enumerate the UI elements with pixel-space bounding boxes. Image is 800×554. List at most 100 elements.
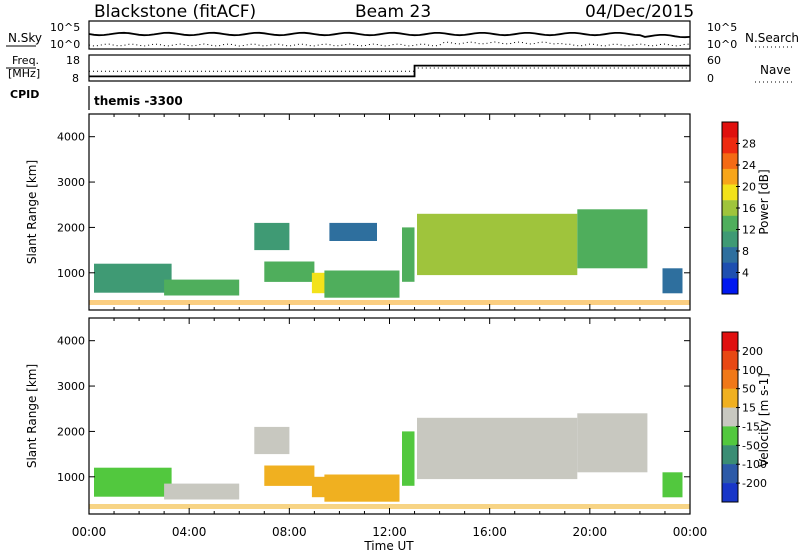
velocity-region bbox=[577, 413, 648, 473]
velocity-colorbar-swatch bbox=[722, 407, 738, 427]
velocity-colorbar-swatch bbox=[722, 350, 738, 371]
power-colorbar-tick-label: 28 bbox=[742, 138, 756, 151]
velocity-colorbar-tick-label: 200 bbox=[742, 345, 763, 358]
velocity-colorbar-label: Velocity [m s-1] bbox=[757, 373, 771, 467]
power-colorbar-swatch bbox=[722, 137, 738, 154]
power-colorbar-swatch bbox=[722, 153, 738, 170]
power-colorbar-swatch bbox=[722, 122, 738, 138]
velocity-ytick-label: 1000 bbox=[57, 471, 85, 484]
velocity-ytick-label: 4000 bbox=[57, 335, 85, 348]
power-colorbar-tick-label: 20 bbox=[742, 181, 756, 194]
freq-tick-top: 18 bbox=[66, 54, 80, 67]
velocity-marks bbox=[89, 413, 690, 509]
nave-label: Nave bbox=[760, 63, 791, 77]
time-axis-label: Time UT bbox=[363, 539, 414, 553]
velocity-colorbar-tick-label: 15 bbox=[742, 402, 756, 415]
velocity-colorbar-tick-label: -15 bbox=[742, 420, 760, 433]
power-axes: 1000 2000 3000 4000 bbox=[57, 114, 691, 310]
velocity-region bbox=[324, 474, 400, 502]
time-tick-label: 00:00 bbox=[72, 525, 107, 539]
nsky-tick-top: 10^5 bbox=[50, 21, 80, 34]
velocity-ylabel: Slant Range [km] bbox=[25, 364, 39, 468]
nave-line bbox=[89, 67, 690, 72]
velocity-colorbar-swatch bbox=[722, 464, 738, 484]
velocity-colorbar-swatch bbox=[722, 369, 738, 389]
power-region bbox=[164, 279, 240, 296]
time-tick-label: 20:00 bbox=[573, 525, 608, 539]
power-colorbar-tick-label: 4 bbox=[742, 267, 749, 280]
power-colorbar-swatch bbox=[722, 200, 738, 217]
velocity-region bbox=[662, 472, 683, 498]
time-tick-label: 16:00 bbox=[472, 525, 507, 539]
power-ylabel: Slant Range [km] bbox=[25, 160, 39, 264]
nsearch-tick-bottom: 10^0 bbox=[707, 38, 737, 51]
nsearch-tick-top: 10^5 bbox=[707, 21, 737, 34]
velocity-colorbar-swatch bbox=[722, 388, 738, 408]
nsky-label: N.Sky bbox=[8, 31, 42, 45]
power-region bbox=[329, 222, 377, 241]
velocity-ytick-label: 2000 bbox=[57, 425, 85, 438]
power-colorbar-swatch bbox=[722, 184, 738, 201]
nave-tick-top: 60 bbox=[707, 54, 721, 67]
freq-unit: [MHz] bbox=[8, 67, 40, 80]
freq-panel bbox=[88, 54, 691, 82]
velocity-colorbar-tick-label: 100 bbox=[742, 364, 763, 377]
power-region bbox=[417, 213, 578, 276]
power-colorbar-swatch bbox=[722, 262, 738, 279]
velocity-region bbox=[254, 426, 290, 455]
velocity-axes: 1000 2000 3000 4000 bbox=[57, 318, 691, 514]
nsearch-label: N.Search bbox=[745, 31, 799, 45]
power-marks bbox=[89, 209, 690, 305]
time-axis-ticks: 00:00 04:00 08:00 12:00 16:00 20:00 00:00 bbox=[72, 525, 708, 539]
velocity-colorbar-tick-label: -200 bbox=[742, 477, 767, 490]
nsky-tick-bottom: 10^0 bbox=[50, 38, 80, 51]
velocity-near-range-strip bbox=[89, 504, 690, 509]
power-ytick-label: 4000 bbox=[57, 131, 85, 144]
velocity-colorbar-tick-label: -50 bbox=[742, 439, 760, 452]
velocity-colorbar-swatch bbox=[722, 426, 738, 446]
nsky-panel bbox=[88, 20, 691, 50]
power-colorbar-tick-label: 16 bbox=[742, 202, 756, 215]
power-colorbar-swatch bbox=[722, 278, 738, 295]
freq-line bbox=[89, 64, 690, 78]
power-near-range-strip bbox=[89, 300, 690, 305]
velocity-region bbox=[94, 467, 172, 497]
cpid-text: themis -3300 bbox=[94, 94, 183, 108]
velocity-colorbar-swatch bbox=[722, 445, 738, 465]
velocity-region bbox=[164, 483, 240, 500]
velocity-colorbar-tick-label: -100 bbox=[742, 458, 767, 471]
power-colorbar-swatch bbox=[722, 215, 738, 232]
beam-title: Beam 23 bbox=[355, 2, 431, 22]
nsearch-line bbox=[88, 41, 691, 47]
power-colorbar: 28 24 20 16 12 8 4 bbox=[721, 121, 756, 295]
time-tick-label: 04:00 bbox=[172, 525, 207, 539]
power-region bbox=[94, 263, 172, 293]
velocity-colorbar-tick-label: 50 bbox=[742, 383, 756, 396]
time-tick-label: 00:00 bbox=[673, 525, 708, 539]
velocity-panel: 1000 2000 3000 4000 bbox=[57, 317, 691, 515]
time-tick-label: 08:00 bbox=[272, 525, 307, 539]
freq-label: Freq. bbox=[12, 54, 39, 67]
power-region bbox=[264, 261, 315, 282]
power-region bbox=[324, 270, 400, 298]
power-ytick-label: 2000 bbox=[57, 221, 85, 234]
power-colorbar-swatch bbox=[722, 247, 738, 263]
power-region bbox=[662, 268, 683, 294]
power-colorbar-tick-label: 24 bbox=[742, 159, 756, 172]
velocity-colorbar-swatch bbox=[722, 332, 738, 352]
power-colorbar-tick-label: 8 bbox=[742, 245, 749, 258]
nave-tick-bottom: 0 bbox=[707, 72, 714, 85]
power-colorbar-swatch bbox=[722, 231, 738, 248]
freq-tick-bottom: 8 bbox=[72, 72, 79, 85]
nsky-line bbox=[88, 31, 691, 39]
power-region bbox=[577, 209, 648, 269]
power-colorbar-swatch bbox=[722, 168, 738, 185]
velocity-region bbox=[402, 431, 415, 486]
power-ytick-label: 1000 bbox=[57, 267, 85, 280]
velocity-region bbox=[264, 465, 315, 486]
power-colorbar-label: Power [dB] bbox=[757, 169, 771, 234]
velocity-colorbar-frame bbox=[721, 331, 739, 503]
cpid-label: CPID bbox=[10, 88, 39, 101]
power-region bbox=[402, 227, 415, 282]
